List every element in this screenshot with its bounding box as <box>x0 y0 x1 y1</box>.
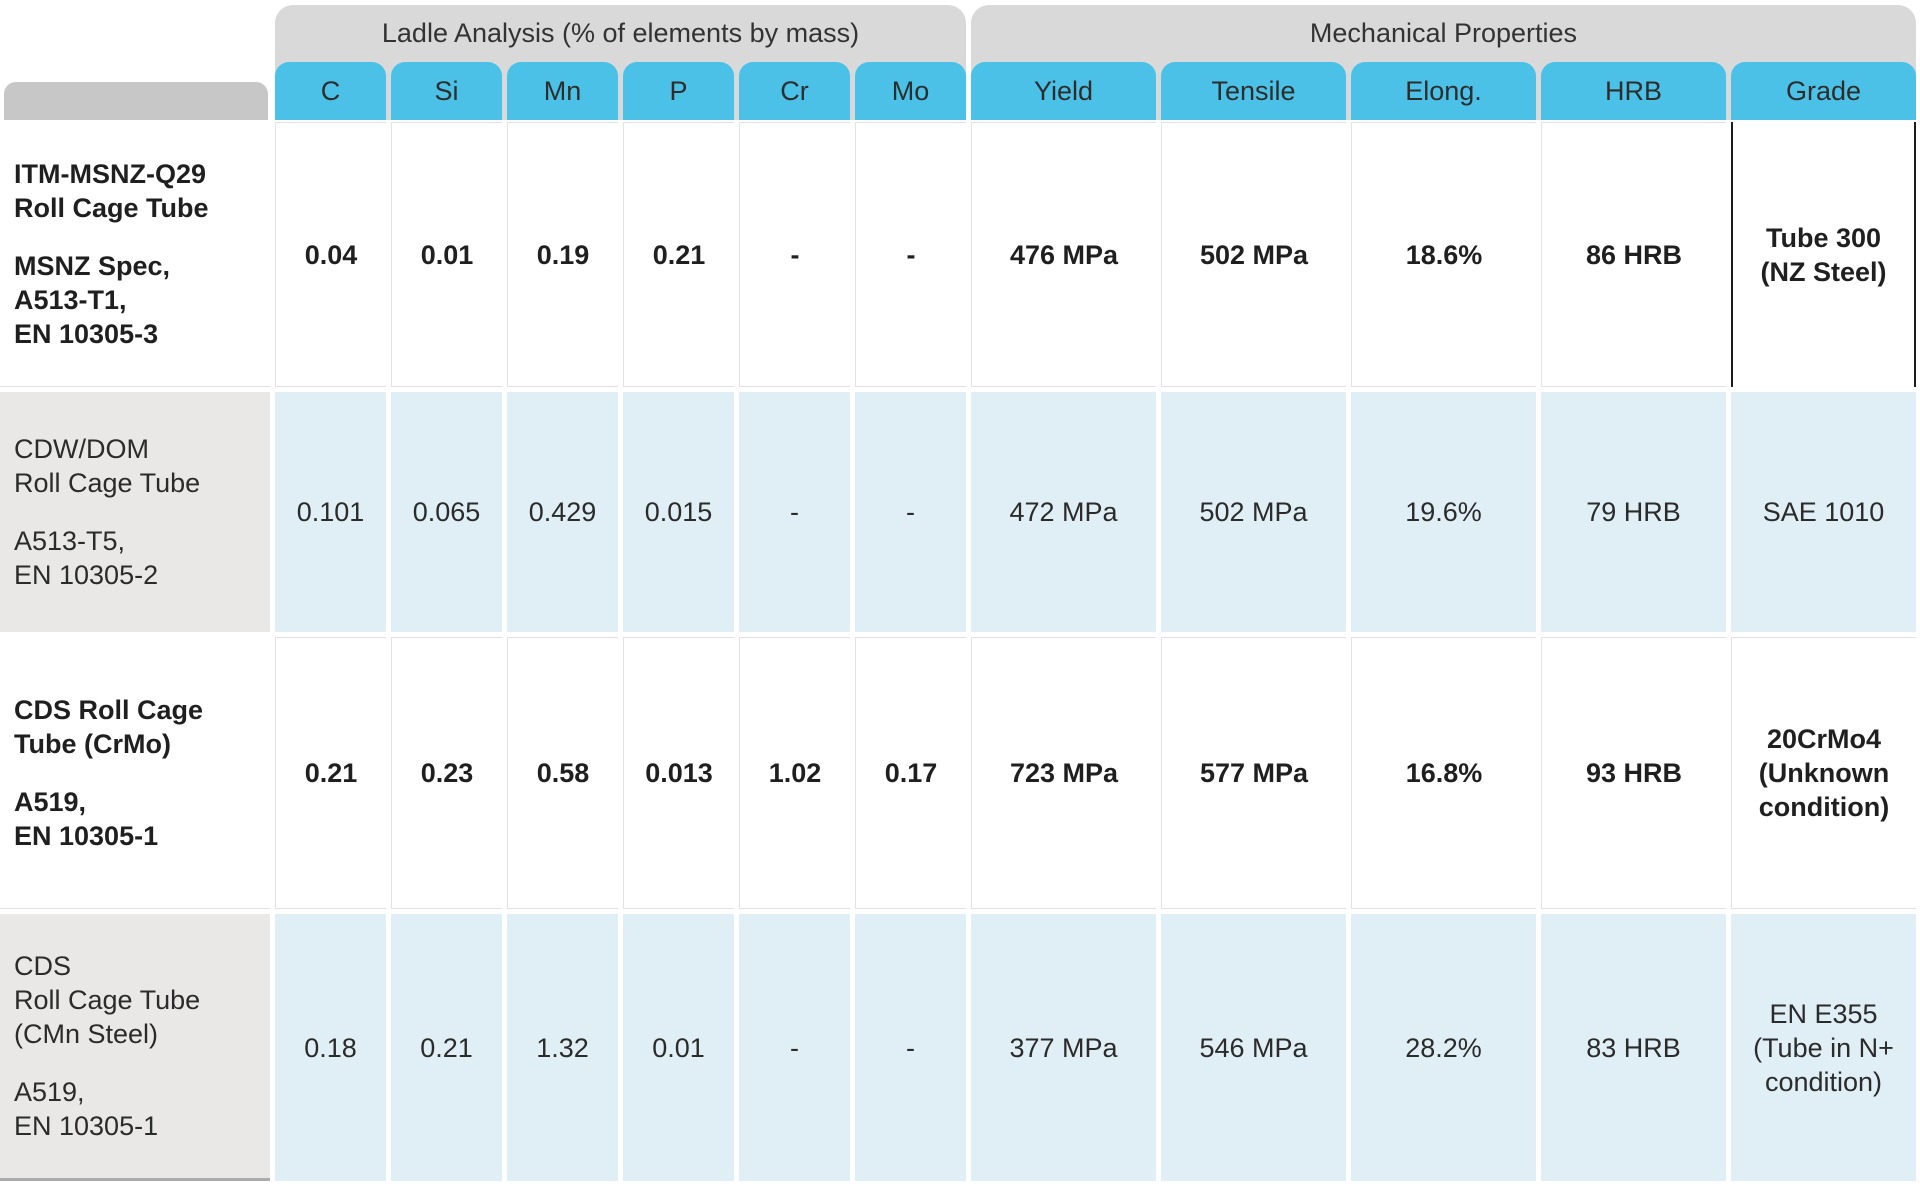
cell-c: 0.04 <box>275 122 386 387</box>
cell-hrb: 83 HRB <box>1541 914 1726 1181</box>
cell-hrb: 79 HRB <box>1541 392 1726 632</box>
column-header-grade: Grade <box>1731 62 1916 120</box>
cell-c: 0.21 <box>275 637 386 909</box>
column-header-mn: Mn <box>507 62 618 120</box>
cell-p: 0.01 <box>623 914 734 1181</box>
row-spec: A513-T5, EN 10305-2 <box>14 526 159 590</box>
cell-grade-highlighted: Tube 300 (NZ Steel) <box>1731 122 1916 387</box>
cell-elong: 19.6% <box>1351 392 1536 632</box>
row-spec: A519, EN 10305-1 <box>14 1077 159 1141</box>
cell-si: 0.23 <box>391 637 502 909</box>
group-header-ladle-analysis-label: Ladle Analysis (% of elements by mass) <box>381 18 860 48</box>
cell-mo: - <box>855 392 966 632</box>
cell-cr: - <box>739 122 850 387</box>
cell-mn: 0.58 <box>507 637 618 909</box>
column-header-mo: Mo <box>855 62 966 120</box>
column-header-si: Si <box>391 62 502 120</box>
column-header-tensile: Tensile <box>1161 62 1346 120</box>
row-spec: A519, EN 10305-1 <box>14 786 159 851</box>
column-header-hrb: HRB <box>1541 62 1726 120</box>
cell-hrb: 86 HRB <box>1541 122 1726 387</box>
column-header-c: C <box>275 62 386 120</box>
cell-mn: 0.19 <box>507 122 618 387</box>
cell-grade: 20CrMo4 (Unknown condition) <box>1731 637 1916 909</box>
cell-mn: 1.32 <box>507 914 618 1181</box>
row-spec: MSNZ Spec, A513-T1, EN 10305-3 <box>14 251 171 349</box>
cell-mn: 0.429 <box>507 392 618 632</box>
row-label: CDW/DOM Roll Cage Tube A513-T5, EN 10305… <box>0 392 270 632</box>
column-header-p: P <box>623 62 734 120</box>
row-label: CDS Roll Cage Tube (CMn Steel) A519, EN … <box>0 914 270 1181</box>
cell-tensile: 502 MPa <box>1161 122 1346 387</box>
cell-cr: - <box>739 392 850 632</box>
cell-c: 0.101 <box>275 392 386 632</box>
cell-yield: 723 MPa <box>971 637 1156 909</box>
cell-grade: SAE 1010 <box>1731 392 1916 632</box>
cell-si: 0.01 <box>391 122 502 387</box>
cell-yield: 472 MPa <box>971 392 1156 632</box>
cell-mo: - <box>855 914 966 1181</box>
row-name: CDW/DOM Roll Cage Tube <box>14 434 201 498</box>
row-name: CDS Roll Cage Tube (CMn Steel) <box>14 951 201 1049</box>
cell-yield: 476 MPa <box>971 122 1156 387</box>
cell-p: 0.013 <box>623 637 734 909</box>
cell-mo: - <box>855 122 966 387</box>
table-body: ITM-MSNZ-Q29 Roll Cage Tube MSNZ Spec, A… <box>0 122 1920 1181</box>
cell-tensile: 546 MPa <box>1161 914 1346 1181</box>
row-label-column-header <box>4 82 268 120</box>
group-header-ladle-analysis: Ladle Analysis (% of elements by mass) <box>275 5 966 120</box>
row-label: CDS Roll Cage Tube (CrMo) A519, EN 10305… <box>0 637 270 909</box>
cell-si: 0.21 <box>391 914 502 1181</box>
cell-tensile: 502 MPa <box>1161 392 1346 632</box>
cell-p: 0.21 <box>623 122 734 387</box>
group-header-mechanical-properties-label: Mechanical Properties <box>1309 18 1578 48</box>
cell-cr: 1.02 <box>739 637 850 909</box>
cell-elong: 28.2% <box>1351 914 1536 1181</box>
cell-mo: 0.17 <box>855 637 966 909</box>
row-name: ITM-MSNZ-Q29 Roll Cage Tube <box>14 159 209 223</box>
column-header-yield: Yield <box>971 62 1156 120</box>
cell-c: 0.18 <box>275 914 386 1181</box>
cell-hrb: 93 HRB <box>1541 637 1726 909</box>
row-label: ITM-MSNZ-Q29 Roll Cage Tube MSNZ Spec, A… <box>0 122 270 387</box>
row-name: CDS Roll Cage Tube (CrMo) <box>14 694 204 759</box>
cell-elong: 18.6% <box>1351 122 1536 387</box>
column-header-elong: Elong. <box>1351 62 1536 120</box>
table-header: Ladle Analysis (% of elements by mass) M… <box>0 0 1920 120</box>
cell-si: 0.065 <box>391 392 502 632</box>
cell-cr: - <box>739 914 850 1181</box>
column-header-cr: Cr <box>739 62 850 120</box>
cell-elong: 16.8% <box>1351 637 1536 909</box>
cell-tensile: 577 MPa <box>1161 637 1346 909</box>
cell-yield: 377 MPa <box>971 914 1156 1181</box>
cell-p: 0.015 <box>623 392 734 632</box>
cell-grade: EN E355 (Tube in N+ condition) <box>1731 914 1916 1181</box>
